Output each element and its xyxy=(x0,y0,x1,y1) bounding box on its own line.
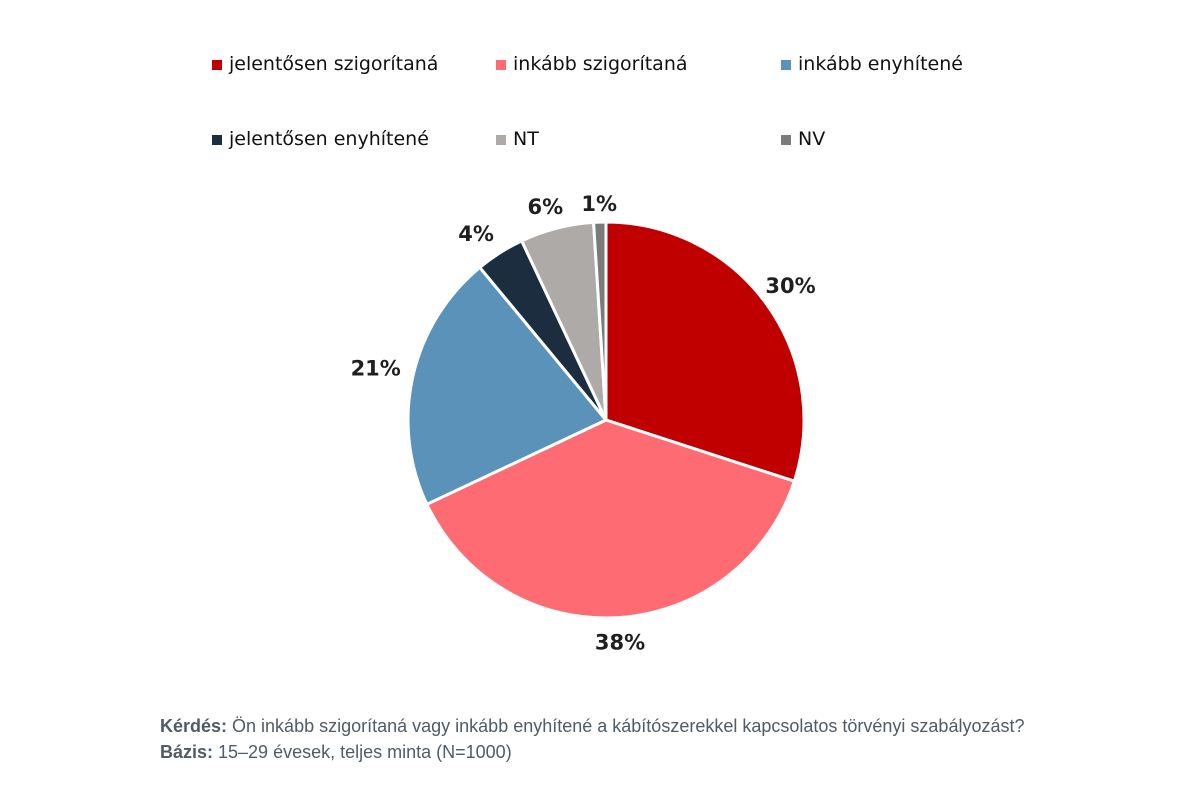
question-note: Kérdés: Ön inkább szigorítaná vagy inkáb… xyxy=(160,716,1025,737)
data-label-inkabb-szigoritana: 38% xyxy=(595,631,645,655)
legend-label: jelentősen szigorítaná xyxy=(228,53,438,75)
legend-item-nt: NT xyxy=(496,128,539,150)
legend-swatch xyxy=(212,60,222,70)
legend-swatch xyxy=(781,135,791,145)
legend-item-jelentosen-enyhitene: jelentősen enyhítené xyxy=(212,128,429,150)
pie-slice-inkabb-enyhitene xyxy=(406,265,608,506)
data-label-jelentosen-szigoritana: 30% xyxy=(765,274,815,298)
base-text: 15–29 évesek, teljes minta (N=1000) xyxy=(213,742,512,762)
pie-slice-inkabb-szigoritana xyxy=(425,418,796,620)
legend-item-jelentosen-szigoritana: jelentősen szigorítaná xyxy=(212,53,438,75)
legend-label: inkább enyhítené xyxy=(798,53,963,75)
data-label-nv: 1% xyxy=(581,192,617,216)
pie-slice-nv xyxy=(592,220,608,422)
base-note: Bázis: 15–29 évesek, teljes minta (N=100… xyxy=(160,742,512,763)
legend-swatch xyxy=(212,135,222,145)
legend-item-nv: NV xyxy=(781,128,825,150)
legend-label: NT xyxy=(513,128,539,150)
pie-slices xyxy=(406,220,806,620)
legend-swatch xyxy=(496,60,506,70)
data-label-inkabb-enyhitene: 21% xyxy=(351,357,401,381)
question-text: Ön inkább szigorítaná vagy inkább enyhít… xyxy=(227,716,1025,736)
legend-item-inkabb-enyhitene: inkább enyhítené xyxy=(781,53,963,75)
legend-label: NV xyxy=(798,128,825,150)
legend-label: jelentősen enyhítené xyxy=(228,128,429,150)
legend-swatch xyxy=(781,60,791,70)
base-label: Bázis: xyxy=(160,742,214,762)
legend-item-inkabb-szigoritana: inkább szigorítaná xyxy=(496,53,688,75)
legend-label: inkább szigorítaná xyxy=(513,53,688,75)
chart-legend: jelentősen szigorítaná inkább szigorítaná… xyxy=(212,53,963,150)
legend-swatch xyxy=(496,135,506,145)
question-label: Kérdés: xyxy=(160,716,228,736)
data-label-nt: 6% xyxy=(527,195,563,219)
data-label-jelentosen-enyhitene: 4% xyxy=(458,222,494,246)
pie-slice-jelentosen-szigoritana xyxy=(604,220,806,483)
pie-data-labels: 30% 38% 21% 4% 6% 1% xyxy=(351,192,816,654)
